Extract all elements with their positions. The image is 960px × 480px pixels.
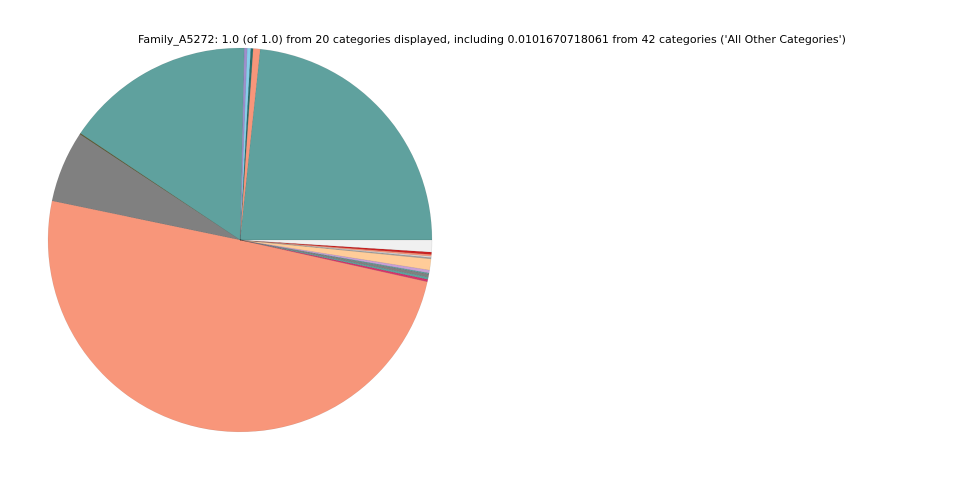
pie-slice-14: [239, 239, 430, 274]
chart-title: Family_A5272: 1.0 (of 1.0) from 20 categ…: [138, 33, 846, 46]
pie-slice-19: [239, 239, 432, 255]
pie-slice-5: [239, 47, 248, 241]
pie-slices: [47, 47, 433, 433]
pie-slice-18: [239, 239, 432, 257]
pie-slice-13: [239, 239, 430, 275]
pie-slice-4: [239, 47, 251, 241]
pie-slice-20: [239, 239, 433, 253]
pie-slice-2: [239, 48, 261, 241]
pie-slice-11: [239, 239, 429, 280]
pie-slice-16: [239, 239, 432, 260]
pie-slice-6: [80, 47, 245, 241]
pie-slice-1: [239, 48, 433, 241]
pie-slice-9: [47, 200, 428, 433]
pie-slice-15: [239, 239, 432, 271]
pie-slice-10: [239, 239, 429, 283]
pie-slice-8: [51, 133, 241, 241]
pie-slice-7: [79, 132, 241, 241]
pie-slice-17: [239, 239, 432, 258]
pie-slice-12: [239, 239, 430, 278]
pie-slice-3: [239, 48, 254, 241]
